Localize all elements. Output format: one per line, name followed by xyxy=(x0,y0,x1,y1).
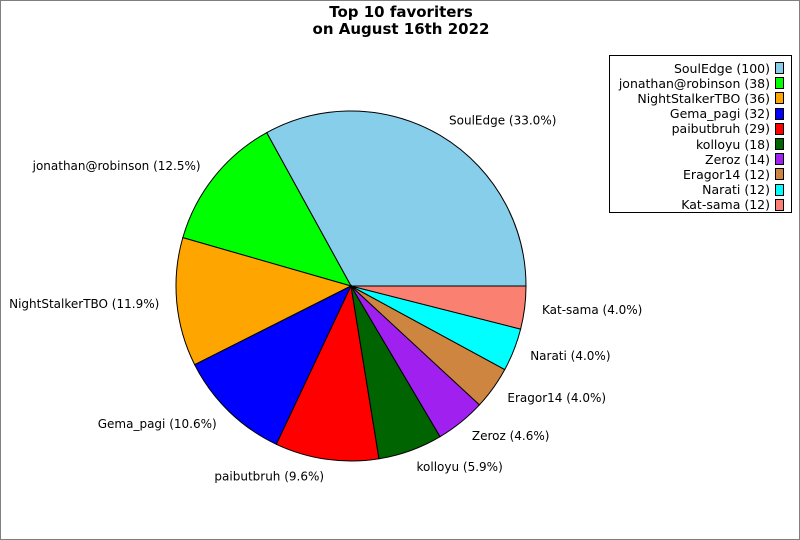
legend: SoulEdge (100) jonathan@robinson (38) Nigh… xyxy=(609,55,792,213)
pie-slice-0 xyxy=(265,110,527,287)
legend-label: Narati (12) xyxy=(702,182,770,198)
legend-item-5: kolloyu (18) xyxy=(696,136,784,152)
legend-label: SoulEdge (100) xyxy=(673,60,770,76)
slice-label-6: Zeroz (4.6%) xyxy=(472,429,550,443)
slice-label-9: Kat-sama (4.0%) xyxy=(542,303,642,317)
legend-item-6: Zeroz (14) xyxy=(705,151,784,167)
legend-item-4: paibutbruh (29) xyxy=(671,121,784,137)
slice-label-4: paibutbruh (9.6%) xyxy=(214,470,324,484)
slice-label-8: Narati (4.0%) xyxy=(530,349,610,363)
slice-label-3: Gema_pagi (10.6%) xyxy=(98,417,217,431)
chart-title: Top 10 favoriters on August 16th 2022 xyxy=(1,3,799,38)
legend-swatch xyxy=(775,153,784,166)
legend-label: Zeroz (14) xyxy=(705,151,770,167)
pie-slice-9 xyxy=(350,285,527,330)
legend-label: Kat-sama (12) xyxy=(681,197,770,213)
chart-title-line-2: on August 16th 2022 xyxy=(312,20,490,38)
pie-slice-3 xyxy=(194,284,353,445)
legend-item-0: SoulEdge (100) xyxy=(673,60,784,76)
slice-label-1: jonathan@robinson (12.5%) xyxy=(32,159,201,173)
pie-slice-4 xyxy=(275,284,380,462)
pie-slice-1 xyxy=(182,131,353,287)
legend-swatch xyxy=(775,77,784,90)
pie-labels: SoulEdge (33.0%) jonathan@robinson (12.5%… xyxy=(9,113,642,483)
chart-title-line-1: Top 10 favoriters xyxy=(329,3,473,21)
slice-label-5: kolloyu (5.9%) xyxy=(417,460,503,474)
legend-swatch xyxy=(775,62,784,74)
legend-label: NightStalkerTBO (36) xyxy=(637,90,770,106)
legend-label: kolloyu (18) xyxy=(696,136,770,152)
legend-swatch xyxy=(775,183,784,196)
legend-swatch xyxy=(775,107,784,120)
pie-slice-2 xyxy=(175,237,353,366)
legend-item-7: Eragor14 (12) xyxy=(683,166,784,182)
legend-swatch xyxy=(775,92,784,105)
legend-label: Gema_pagi (32) xyxy=(669,106,770,122)
legend-swatch xyxy=(775,168,784,181)
legend-item-8: Narati (12) xyxy=(702,182,784,198)
legend-item-9: Kat-sama (12) xyxy=(681,197,784,213)
slice-label-2: NightStalkerTBO (11.9%) xyxy=(9,297,159,311)
legend-swatch xyxy=(775,198,784,211)
legend-item-1: jonathan@robinson (38) xyxy=(618,75,784,91)
slice-label-7: Eragor14 (4.0%) xyxy=(507,391,606,405)
legend-label: jonathan@robinson (38) xyxy=(618,75,770,91)
legend-item-3: Gema_pagi (32) xyxy=(669,106,784,122)
slice-label-0: SoulEdge (33.0%) xyxy=(449,113,556,127)
legend-label: Eragor14 (12) xyxy=(683,166,770,182)
legend-swatch xyxy=(775,122,784,135)
legend-label: paibutbruh (29) xyxy=(671,121,770,137)
legend-item-2: NightStalkerTBO (36) xyxy=(637,90,784,106)
pie-slices xyxy=(175,110,527,462)
legend-swatch xyxy=(775,138,784,150)
